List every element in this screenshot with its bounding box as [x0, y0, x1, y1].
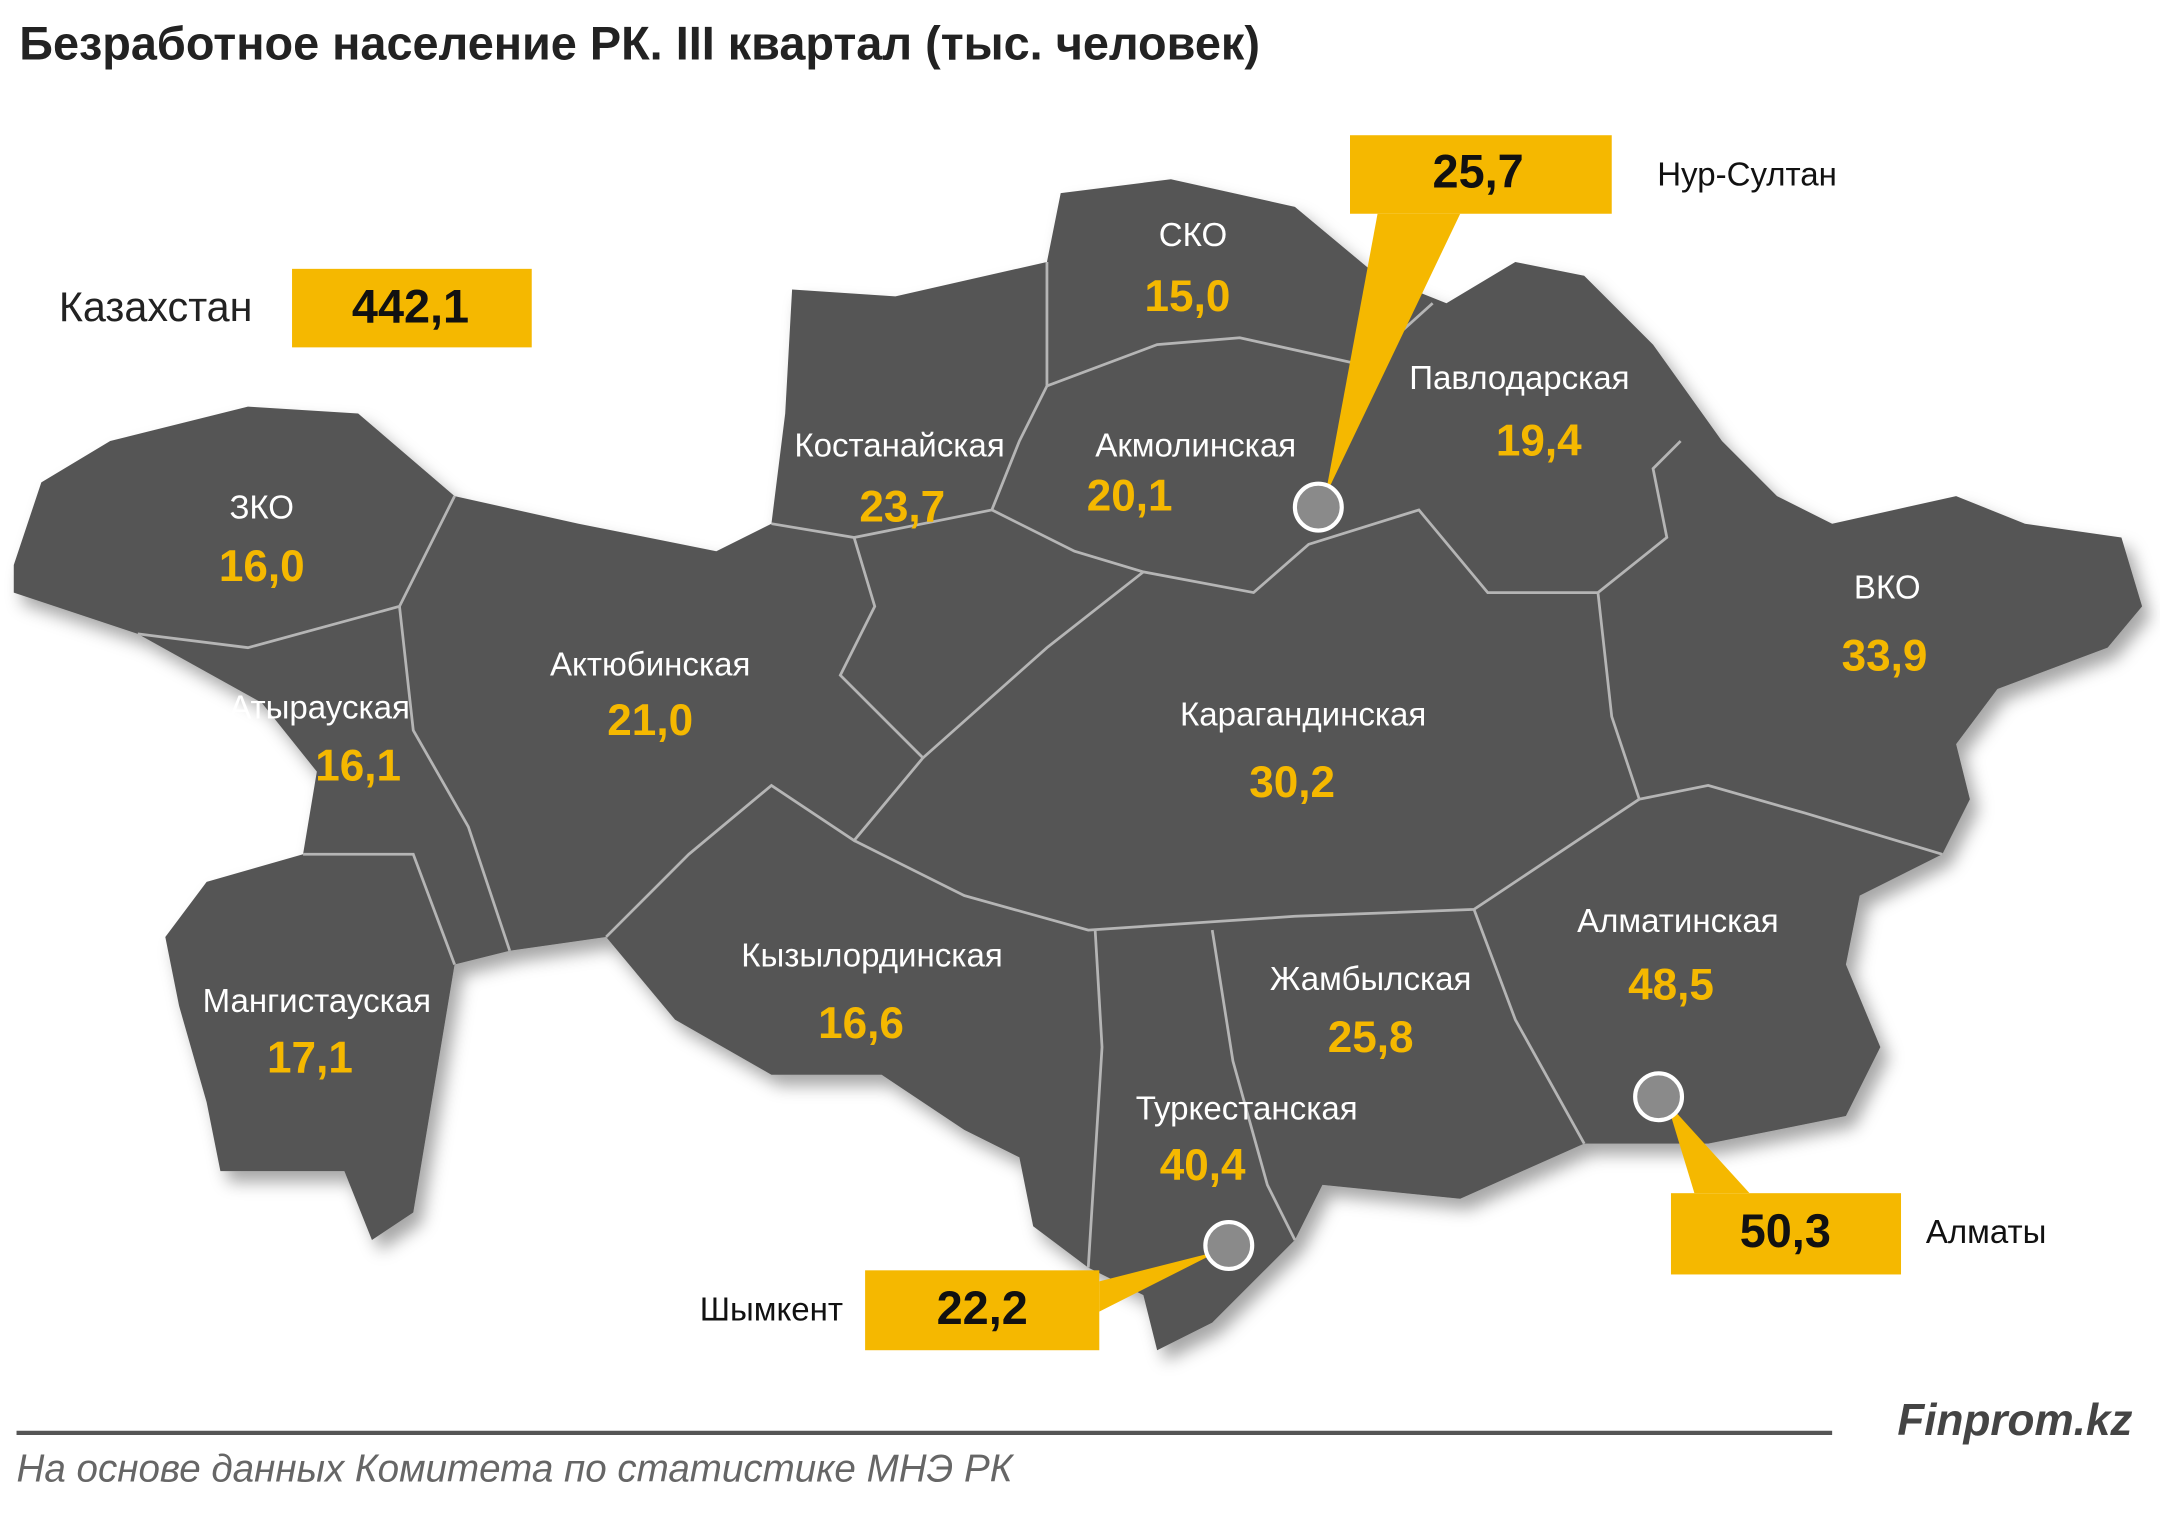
city-value: 22,2	[937, 1282, 1028, 1334]
region-value: 21,0	[607, 696, 693, 745]
region-value: 16,6	[818, 999, 904, 1048]
region-name: ВКО	[1854, 570, 1921, 607]
callout-pointer	[1325, 213, 1461, 497]
region-value: 16,0	[219, 542, 305, 591]
region-border	[1086, 929, 1104, 1268]
region-name: Жамбылская	[1270, 961, 1472, 998]
region-name: Павлодарская	[1409, 360, 1629, 397]
city-marker	[1292, 481, 1344, 533]
region-name: СКО	[1159, 217, 1227, 254]
city-marker	[1633, 1071, 1685, 1123]
value-box	[1670, 1193, 1902, 1275]
region-border	[137, 495, 456, 650]
region-border	[922, 570, 1145, 759]
region-border	[853, 798, 1641, 932]
region-border	[1210, 929, 1297, 1241]
city-callouts: 25,7 Нур-Султан 50,3 Алматы 22,2 Шымкент	[700, 135, 2047, 1351]
region-name: Актюбинская	[550, 647, 750, 684]
region-name: Карагандинская	[1180, 696, 1426, 733]
region-value: 20,1	[1087, 472, 1173, 521]
callout-pointer	[1099, 1251, 1220, 1312]
region-name: Костанайская	[794, 428, 1004, 465]
total: Казахстан 442,1	[59, 268, 532, 348]
region-value: 15,0	[1145, 272, 1231, 321]
region-value: 17,1	[267, 1034, 353, 1083]
region-border	[398, 606, 512, 952]
region-value: 19,4	[1496, 416, 1582, 465]
region-name: Акмолинская	[1095, 428, 1296, 465]
region-name: Мангистауская	[203, 983, 431, 1020]
total-label: Казахстан	[59, 284, 253, 330]
region-name: ЗКО	[229, 490, 294, 527]
city-marker	[1203, 1220, 1255, 1272]
region-name: Атырауская	[229, 689, 410, 726]
value-box	[1350, 135, 1612, 214]
region-value: 33,9	[1842, 631, 1928, 680]
region-value: 40,4	[1160, 1141, 1246, 1190]
region-border	[853, 261, 1049, 539]
region-value: 16,1	[315, 742, 401, 791]
city-name: Нур-Султан	[1657, 156, 1837, 193]
city-name: Алматы	[1926, 1214, 2047, 1251]
region-labels: ЗКО 16,0 Атырауская 16,1 Мангистауская 1…	[203, 217, 1928, 1190]
total-value: 442,1	[352, 281, 469, 333]
region-border	[303, 852, 456, 965]
brand: Finprom.kz	[1897, 1396, 2132, 1445]
region-name: Алматинская	[1577, 903, 1779, 940]
region-value: 30,2	[1249, 758, 1335, 807]
region-value: 25,8	[1328, 1013, 1414, 1062]
region-value: 23,7	[859, 483, 945, 532]
callout-pointer	[1666, 1102, 1750, 1194]
source-note: На основе данных Комитета по статистике …	[17, 1448, 1015, 1491]
country-shape	[13, 179, 2143, 1351]
region-name: Кызылординская	[741, 937, 1003, 974]
city-value: 25,7	[1433, 146, 1524, 198]
region-border	[991, 440, 1682, 595]
value-box	[865, 1270, 1100, 1351]
city-name: Шымкент	[700, 1291, 843, 1328]
region-name: Туркестанская	[1136, 1090, 1358, 1127]
title: Безработное население РК. III квартал (т…	[19, 17, 1260, 69]
region-value: 48,5	[1628, 961, 1714, 1010]
region-border	[1472, 908, 1586, 1145]
city-value: 50,3	[1740, 1205, 1831, 1257]
region-border	[1596, 592, 1943, 856]
value-box	[292, 268, 532, 348]
country-map	[13, 179, 2143, 1351]
